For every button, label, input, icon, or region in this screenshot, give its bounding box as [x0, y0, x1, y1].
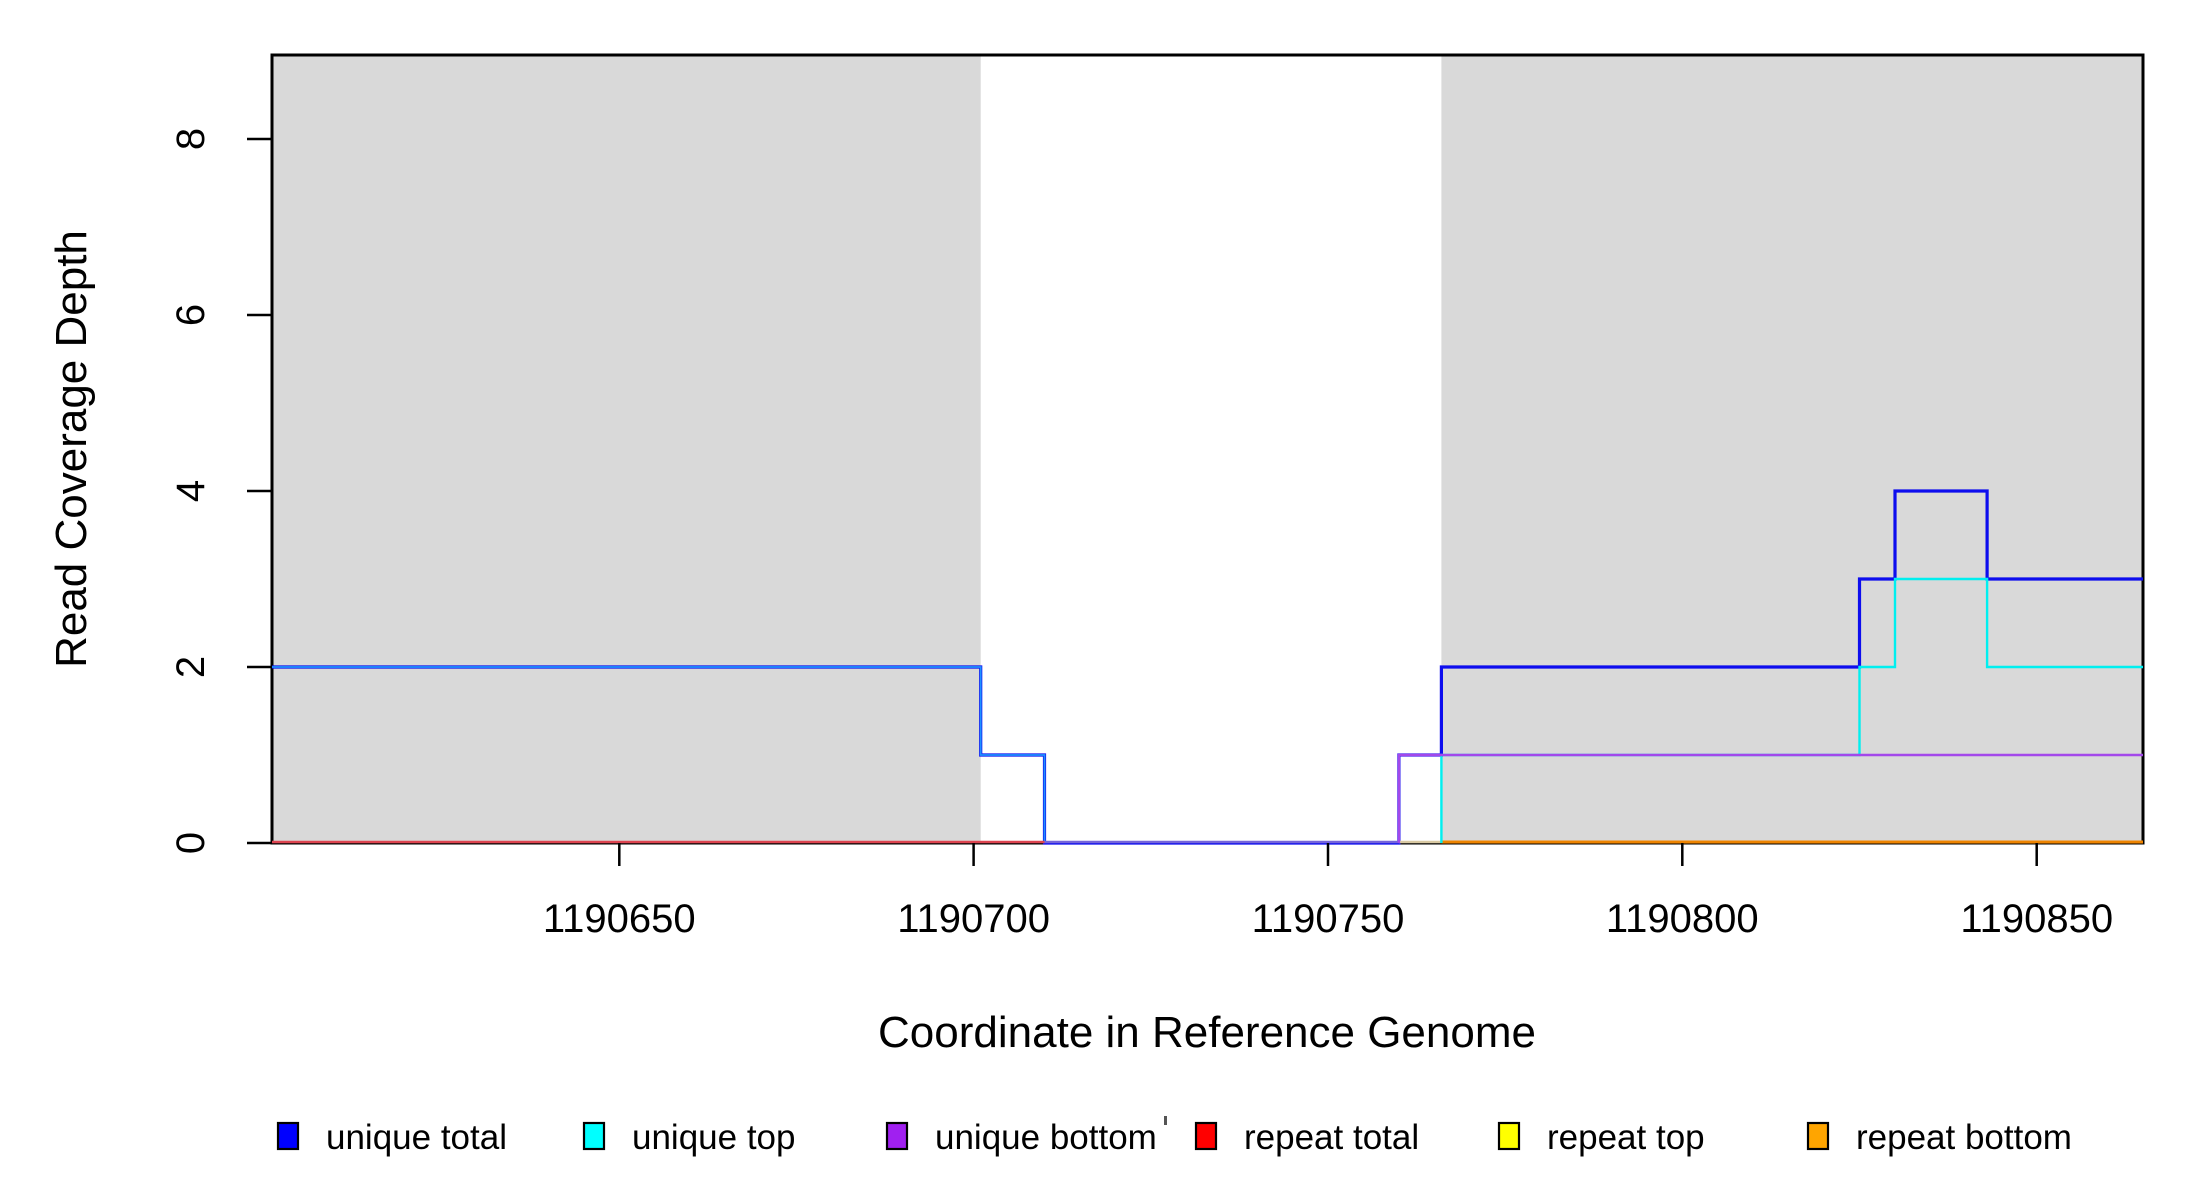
- shaded-region: [272, 56, 981, 842]
- shaded-regions: [272, 56, 2143, 842]
- legend-label-repeat-bottom: repeat bottom: [1856, 1118, 2072, 1157]
- y-axis-tick-label: 2: [169, 656, 213, 678]
- legend-label-unique-bottom: unique bottom: [935, 1118, 1157, 1157]
- legend-label-repeat-top: repeat top: [1547, 1118, 1705, 1157]
- y-axis-tick-label: 6: [169, 304, 213, 326]
- legend-item: unique bottom: [885, 1118, 1157, 1157]
- legend-item: repeat total: [1194, 1118, 1419, 1157]
- legend-swatch-unique-top: [582, 1121, 606, 1151]
- legend-swatch-unique-bottom: [885, 1121, 909, 1151]
- legend: unique total unique top unique bottom repea…: [276, 1118, 2072, 1157]
- y-axis-title: Read Coverage Depth: [47, 230, 96, 668]
- x-axis-tick-label: 1190650: [543, 897, 696, 941]
- legend-swatch-repeat-total: [1194, 1121, 1218, 1151]
- series-unique-bottom-line: [1397, 753, 2143, 843]
- series-unique-top-core-left: [272, 666, 1046, 843]
- x-axis-tick-label: 1190800: [1606, 897, 1759, 941]
- legend-item: unique top: [582, 1118, 795, 1157]
- legend-swatch-unique-total: [276, 1121, 300, 1151]
- x-axis-tick-label: 1190850: [1960, 897, 2113, 941]
- y-axis-tick-label: 4: [169, 480, 213, 502]
- y-axis-tick-label: 8: [169, 128, 213, 150]
- legend-label-repeat-total: repeat total: [1244, 1118, 1419, 1157]
- stray-mark: [1164, 1116, 1167, 1125]
- legend-swatch-repeat-bottom: [1806, 1121, 1830, 1151]
- y-axis-tick-label: 0: [169, 832, 213, 854]
- legend-item: unique total: [276, 1118, 507, 1157]
- legend-label-unique-top: unique top: [632, 1118, 795, 1157]
- x-axis-tick-label: 1190700: [897, 897, 1050, 941]
- legend-item: repeat top: [1497, 1118, 1705, 1157]
- legend-item: repeat bottom: [1806, 1118, 2072, 1157]
- shaded-region: [1441, 56, 2143, 842]
- legend-label-unique-total: unique total: [326, 1118, 507, 1157]
- axes: 1190650 1190700 1190750 1190800 1190850 0 2 4 6 8: [169, 128, 2113, 941]
- x-axis-tick-label: 1190750: [1252, 897, 1405, 941]
- series-lines: [272, 489, 2143, 845]
- x-axis-title: Coordinate in Reference Genome: [878, 1008, 1536, 1057]
- legend-swatch-repeat-top: [1497, 1121, 1521, 1151]
